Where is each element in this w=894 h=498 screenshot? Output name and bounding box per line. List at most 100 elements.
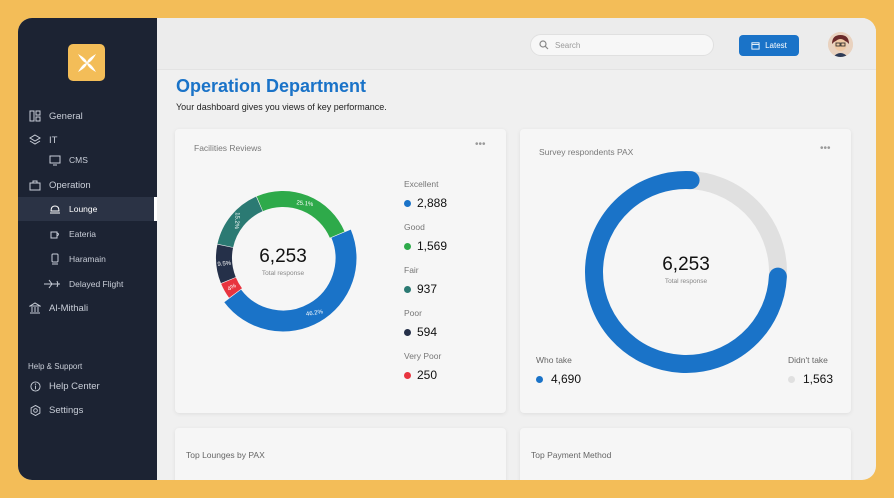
legend-item-excellent: Excellent 2,888: [404, 179, 447, 210]
sidebar-item-al-mithali[interactable]: Al-Mithali: [18, 296, 157, 320]
legend-dot: [404, 371, 411, 379]
facilities-donut-chart: 25.1% 46.2% 4% 9.5% 15.2%: [216, 191, 357, 332]
sidebar-item-operation[interactable]: Operation: [18, 173, 157, 197]
who-take-label: Who take: [536, 355, 572, 365]
facilities-total: 6,253: [259, 246, 307, 267]
facilities-total-label: Total response: [261, 270, 305, 277]
more-icon[interactable]: •••: [475, 139, 486, 150]
legend-dot: [404, 199, 411, 207]
facilities-reviews-card: Facilities Reviews ••• 25.1% 46.2% 4% 9.5% 1…: [175, 129, 506, 413]
search-input[interactable]: Search: [530, 34, 714, 56]
info-icon: [28, 379, 42, 393]
didnt-take-value-row: 1,563: [788, 372, 833, 386]
coffee-icon: [48, 227, 62, 241]
legend-item-good: Good 1,569: [404, 222, 447, 253]
legend-dot: [404, 328, 411, 336]
sidebar-item-general[interactable]: General: [18, 104, 157, 128]
sidebar-item-label: Delayed Flight: [69, 279, 124, 289]
legend-value: 1,569: [417, 239, 448, 253]
sidebar-item-lounge[interactable]: Lounge: [18, 197, 157, 221]
sidebar-item-it[interactable]: IT: [18, 128, 157, 152]
legend-label: Good: [404, 222, 425, 232]
page-title: Operation Department: [176, 76, 367, 96]
sidebar-item-label: Haramain: [69, 254, 106, 264]
monitor-icon: [48, 153, 62, 167]
sidebar-item-label: General: [49, 110, 83, 122]
donut-segment-fair[interactable]: [217, 196, 263, 248]
briefcase-icon: [28, 178, 42, 192]
layout-icon: [28, 109, 42, 123]
legend-value: 594: [417, 325, 438, 339]
legend-label: Poor: [404, 308, 422, 318]
sidebar-item-label: Al-Mithali: [49, 302, 89, 314]
sidebar-item-haramain[interactable]: Haramain: [18, 247, 157, 271]
bank-icon: [28, 301, 42, 315]
sidebar-item-delayed-flight[interactable]: Delayed Flight: [18, 272, 157, 296]
calendar-icon: [751, 41, 760, 50]
ring-segment-who-take[interactable]: [585, 171, 787, 373]
more-icon[interactable]: •••: [820, 143, 831, 154]
topbar: Search Latest: [157, 18, 876, 70]
donut-data-label: 9.5%: [217, 261, 232, 268]
card-title: Survey respondents PAX: [539, 147, 634, 157]
plane-icon: [42, 277, 62, 291]
legend-dot: [536, 375, 543, 383]
card-title: Top Lounges by PAX: [186, 450, 265, 460]
lounge-icon: [48, 202, 62, 216]
sidebar-item-label: IT: [49, 134, 58, 146]
train-icon: [48, 252, 62, 266]
didnt-take-label: Didn't take: [788, 355, 828, 365]
sidebar-item-label: Settings: [49, 404, 84, 416]
legend-label: Very Poor: [404, 351, 442, 361]
page-subtitle: Your dashboard gives you views of key pe…: [176, 102, 387, 112]
donut-data-label: 46.2%: [306, 309, 324, 318]
top-payment-card: Top Payment Method: [520, 428, 851, 480]
sidebar-item-label: Help Center: [49, 380, 100, 392]
donut-segment-excellent[interactable]: [224, 229, 357, 332]
who-take-value: 4,690: [551, 372, 582, 386]
sidebar-item-label: Eateria: [69, 229, 96, 239]
legend-dot: [788, 375, 795, 383]
legend-item-very-poor: Very Poor 250: [404, 351, 441, 382]
legend-item-poor: Poor 594: [404, 308, 437, 339]
card-title: Facilities Reviews: [194, 143, 262, 153]
donut-segment-poor[interactable]: [216, 244, 236, 284]
sidebar-item-cms[interactable]: CMS: [18, 148, 157, 172]
donut-data-label: 25.1%: [296, 200, 314, 208]
donut-data-label: 4%: [227, 283, 238, 293]
gear-icon: [28, 403, 42, 417]
legend-dot: [404, 285, 411, 293]
survey-total-label: Total response: [664, 278, 708, 285]
sidebar: General IT CMS Operation Lounge Eateria …: [18, 18, 157, 480]
latest-button-label: Latest: [765, 41, 787, 50]
layers-icon: [28, 133, 42, 147]
didnt-take-value: 1,563: [803, 372, 834, 386]
legend-dot: [404, 242, 411, 250]
sidebar-item-label: Operation: [49, 179, 91, 191]
sidebar-item-help-center[interactable]: Help Center: [18, 374, 157, 398]
logo-icon: [77, 53, 96, 72]
legend-item-fair: Fair 937: [404, 265, 437, 296]
legend-value: 250: [417, 368, 438, 382]
donut-data-label: 15.2%: [233, 212, 240, 230]
legend-label: Excellent: [404, 179, 439, 189]
who-take-value-row: 4,690: [536, 372, 581, 386]
legend-value: 937: [417, 282, 438, 296]
survey-respondents-card: Survey respondents PAX ••• 6,253 Total r…: [520, 129, 851, 413]
legend-value: 2,888: [417, 196, 448, 210]
donut-segment-very-poor[interactable]: [221, 277, 243, 298]
search-icon: [539, 40, 549, 50]
sidebar-item-eateria[interactable]: Eateria: [18, 222, 157, 246]
legend-label: Fair: [404, 265, 419, 275]
survey-ring-chart: [585, 171, 787, 373]
donut-segment-good[interactable]: [256, 191, 345, 239]
sidebar-item-label: Lounge: [69, 204, 98, 214]
app-window: General IT CMS Operation Lounge Eateria …: [18, 18, 876, 480]
help-section-title: Help & Support: [28, 362, 83, 371]
app-logo[interactable]: [68, 44, 105, 81]
search-placeholder: Search: [555, 40, 581, 50]
sidebar-item-settings[interactable]: Settings: [18, 398, 157, 422]
avatar[interactable]: [828, 32, 853, 57]
latest-button[interactable]: Latest: [739, 35, 799, 56]
card-title: Top Payment Method: [531, 450, 612, 460]
